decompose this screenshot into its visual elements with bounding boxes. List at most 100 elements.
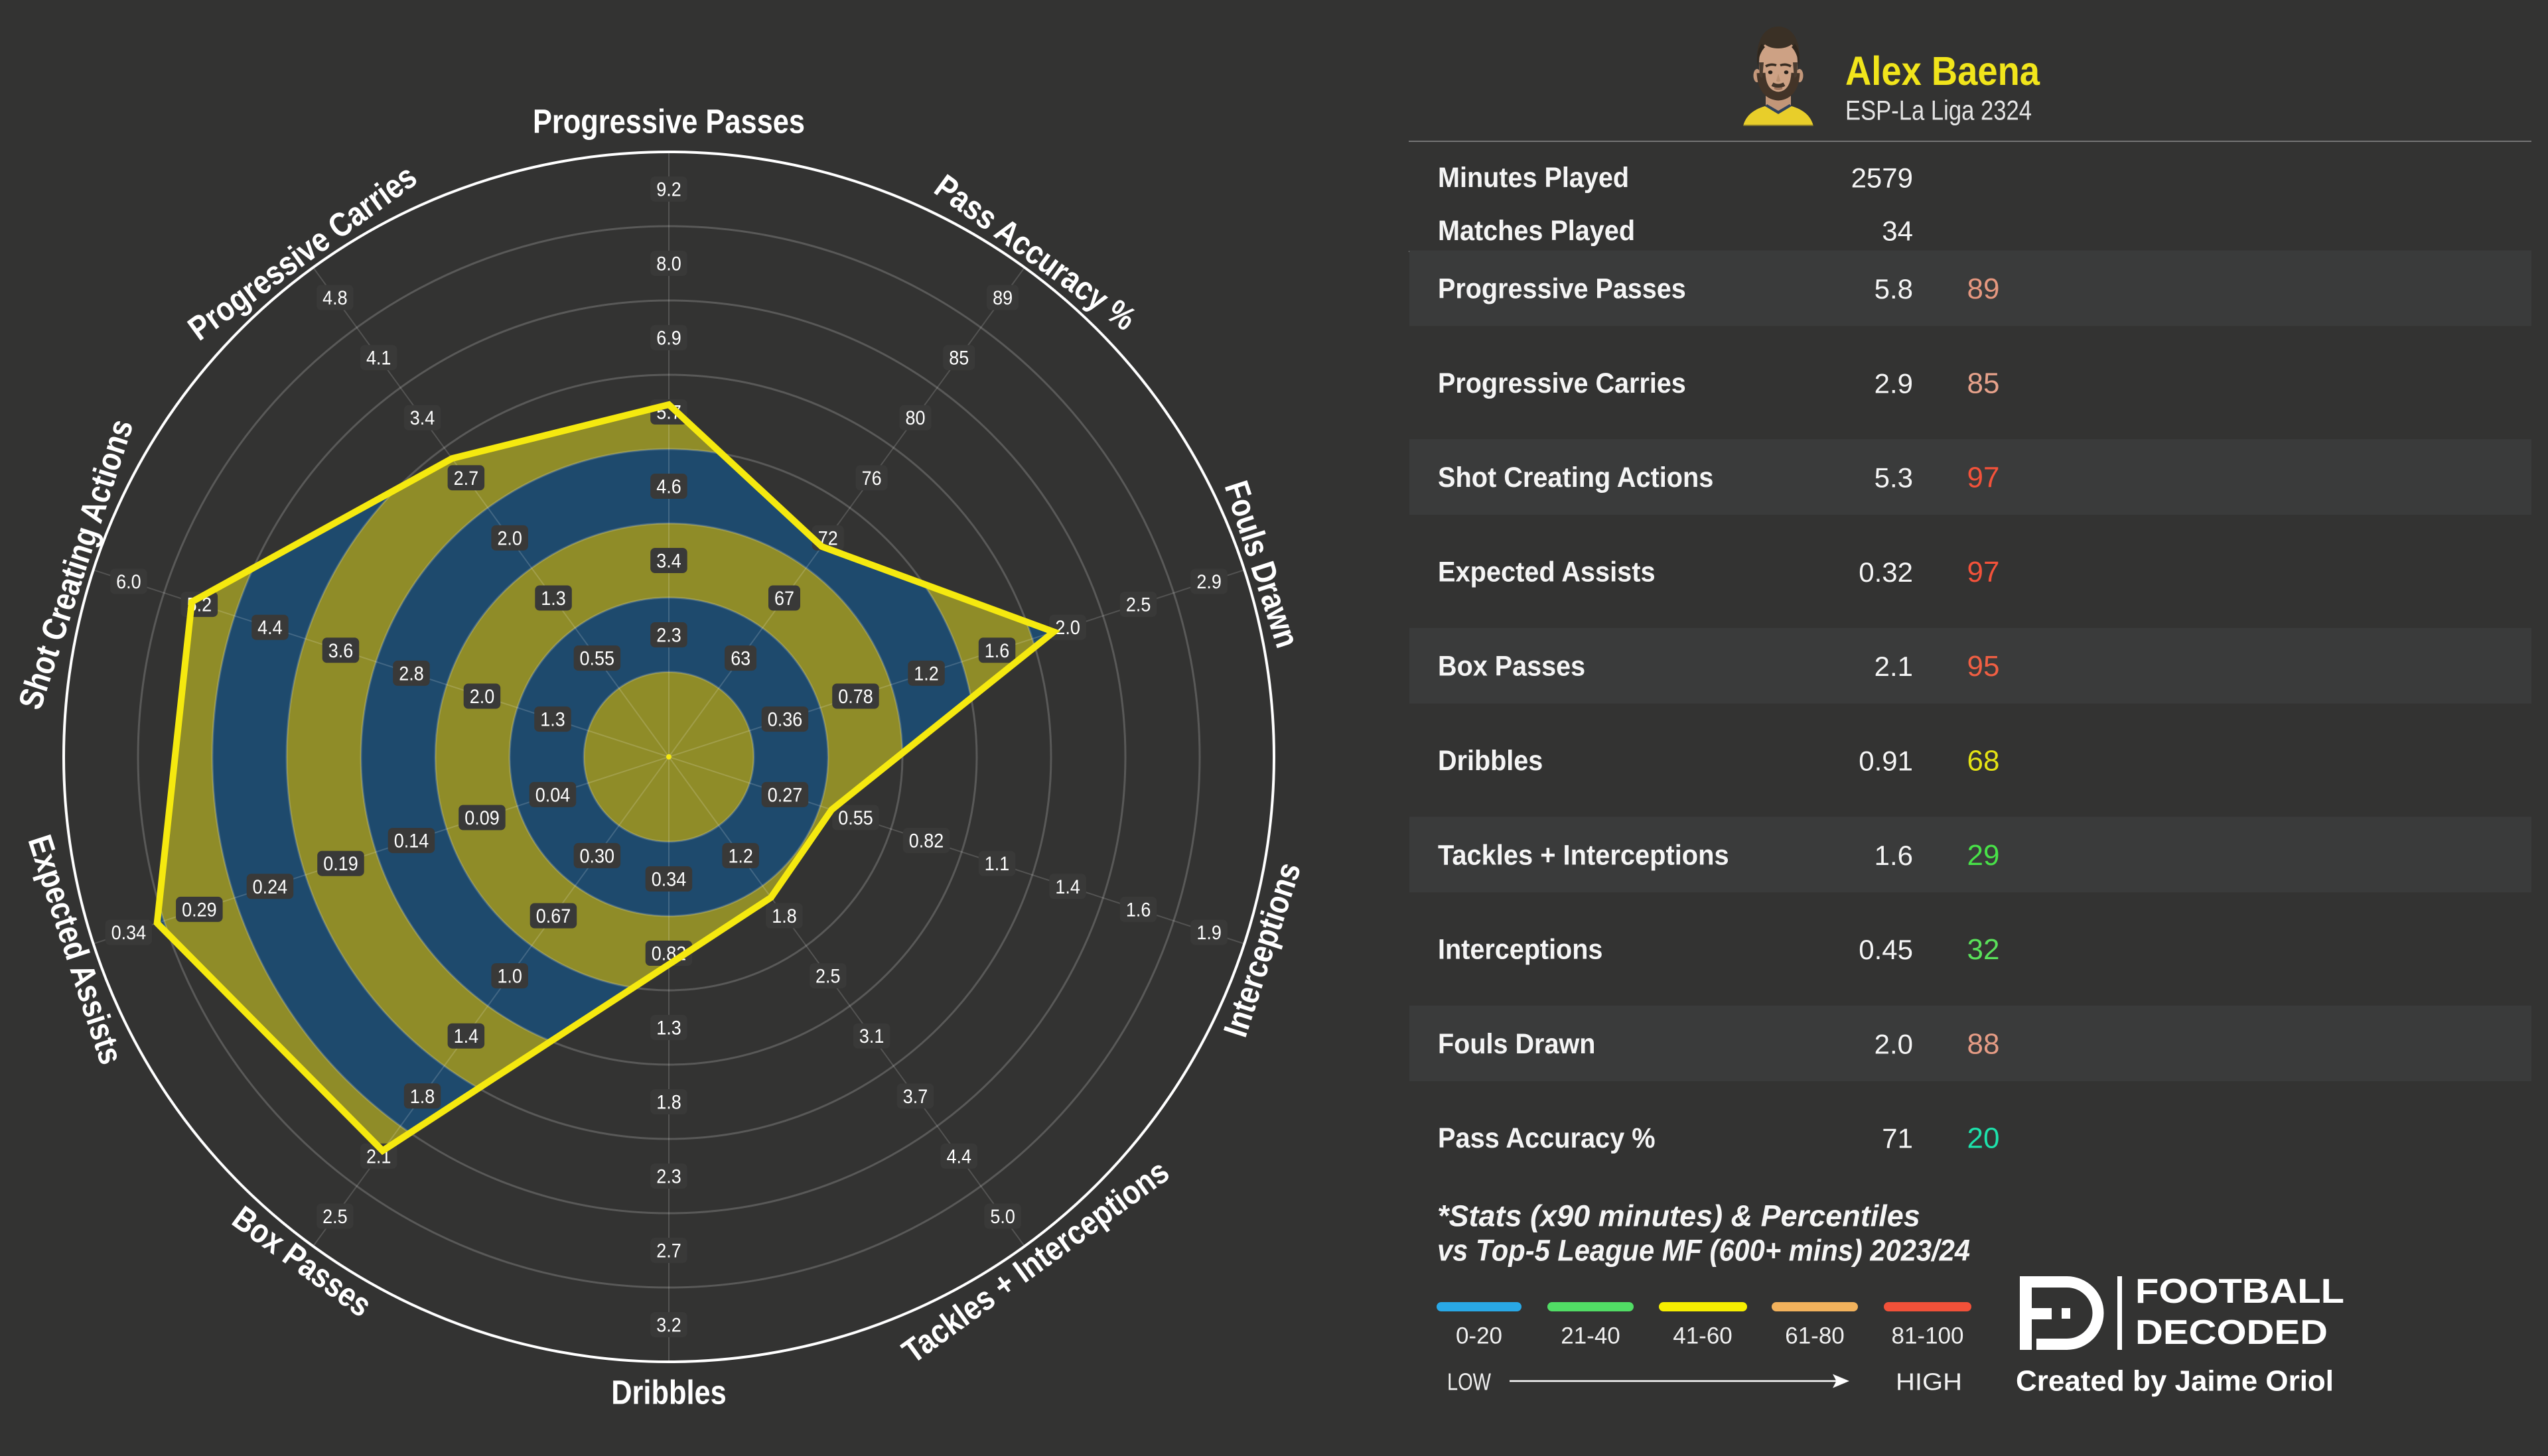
svg-text:0.14: 0.14 [394, 830, 429, 852]
svg-text:41-60: 41-60 [1673, 1323, 1733, 1349]
svg-text:61-80: 61-80 [1785, 1323, 1845, 1349]
svg-text:2.7: 2.7 [454, 468, 479, 490]
svg-text:1.4: 1.4 [454, 1026, 479, 1047]
svg-text:0.78: 0.78 [838, 686, 873, 708]
svg-text:0.91: 0.91 [1859, 746, 1913, 777]
svg-text:95: 95 [1967, 650, 2000, 683]
svg-text:1.8: 1.8 [772, 905, 797, 927]
svg-text:32: 32 [1967, 933, 2000, 966]
svg-text:4.6: 4.6 [656, 476, 681, 498]
svg-text:1.1: 1.1 [985, 853, 1010, 875]
svg-text:1.0: 1.0 [497, 966, 522, 988]
svg-text:2.0: 2.0 [497, 527, 522, 549]
svg-text:2.1: 2.1 [1875, 651, 1913, 682]
svg-text:2.5: 2.5 [322, 1206, 348, 1228]
svg-text:80: 80 [906, 407, 926, 429]
svg-text:FOOTBALL: FOOTBALL [2135, 1272, 2344, 1311]
svg-text:Progressive Carries: Progressive Carries [1438, 367, 1686, 399]
svg-text:5.3: 5.3 [1875, 462, 1913, 494]
svg-text:Fouls Drawn: Fouls Drawn [1438, 1028, 1595, 1060]
svg-text:4.4: 4.4 [947, 1146, 972, 1167]
svg-text:0.36: 0.36 [768, 709, 803, 731]
svg-text:0.27: 0.27 [768, 784, 803, 806]
svg-text:1.2: 1.2 [914, 663, 939, 685]
svg-text:0.04: 0.04 [535, 784, 571, 806]
svg-text:68: 68 [1967, 745, 2000, 777]
svg-text:Shot Creating Actions: Shot Creating Actions [1438, 462, 1713, 494]
svg-text:0.45: 0.45 [1859, 934, 1913, 965]
svg-text:0.30: 0.30 [580, 845, 615, 867]
svg-text:3.1: 3.1 [859, 1026, 885, 1047]
svg-text:1.8: 1.8 [410, 1086, 435, 1108]
svg-text:9.2: 9.2 [656, 179, 681, 201]
svg-text:3.6: 3.6 [328, 640, 354, 662]
svg-text:DECODED: DECODED [2135, 1313, 2328, 1352]
svg-text:Interceptions: Interceptions [1438, 934, 1602, 966]
svg-text:0.09: 0.09 [464, 807, 500, 829]
svg-text:2.5: 2.5 [1126, 594, 1151, 616]
svg-text:2.9: 2.9 [1875, 367, 1913, 399]
svg-text:0.55: 0.55 [838, 807, 873, 829]
svg-text:Pass Accuracy %: Pass Accuracy % [1438, 1122, 1656, 1154]
svg-text:3.4: 3.4 [656, 551, 681, 572]
svg-text:6.0: 6.0 [116, 571, 141, 593]
svg-text:1.6: 1.6 [1126, 899, 1151, 921]
svg-text:1.6: 1.6 [985, 640, 1010, 662]
svg-text:2.0: 2.0 [470, 686, 495, 708]
svg-text:89: 89 [1967, 273, 2000, 305]
svg-text:Created by Jaime Oriol: Created by Jaime Oriol [2016, 1365, 2334, 1398]
svg-text:HIGH: HIGH [1896, 1368, 1962, 1396]
svg-text:Minutes Played: Minutes Played [1438, 162, 1629, 194]
svg-text:71: 71 [1882, 1123, 1913, 1154]
svg-text:Box Passes: Box Passes [1438, 651, 1585, 683]
svg-text:2.3: 2.3 [656, 625, 681, 647]
svg-text:6.9: 6.9 [656, 328, 681, 350]
svg-text:2.0: 2.0 [1055, 617, 1080, 639]
svg-text:3.7: 3.7 [903, 1086, 928, 1108]
svg-text:1.9: 1.9 [1196, 922, 1222, 944]
svg-text:0.34: 0.34 [111, 922, 147, 944]
svg-text:0.34: 0.34 [652, 869, 687, 891]
svg-text:2.3: 2.3 [656, 1166, 681, 1188]
svg-text:vs Top-5 League MF (600+ mins): vs Top-5 League MF (600+ mins) 2023/24 [1437, 1234, 1970, 1268]
svg-text:34: 34 [1882, 216, 1913, 247]
svg-text:1.3: 1.3 [540, 709, 565, 731]
svg-text:76: 76 [862, 468, 882, 490]
svg-text:Dribbles: Dribbles [611, 1374, 727, 1412]
svg-text:1.2: 1.2 [728, 845, 753, 867]
svg-text:Dribbles: Dribbles [1438, 745, 1543, 777]
svg-text:97: 97 [1967, 462, 2000, 494]
svg-text:8.0: 8.0 [656, 253, 681, 275]
svg-text:4.8: 4.8 [322, 287, 348, 309]
svg-text:63: 63 [731, 648, 750, 670]
svg-text:LOW: LOW [1447, 1368, 1491, 1396]
svg-text:1.3: 1.3 [656, 1018, 681, 1039]
svg-text:85: 85 [949, 348, 969, 369]
svg-text:4.4: 4.4 [257, 617, 283, 639]
svg-text:81-100: 81-100 [1892, 1323, 1964, 1349]
svg-text:2579: 2579 [1851, 163, 1913, 194]
svg-text:0.32: 0.32 [1859, 557, 1913, 588]
svg-text:85: 85 [1967, 367, 2000, 399]
svg-text:20: 20 [1967, 1122, 2000, 1155]
svg-text:2.5: 2.5 [815, 966, 841, 988]
svg-text:5.8: 5.8 [1875, 273, 1913, 304]
svg-text:0.24: 0.24 [253, 876, 288, 898]
svg-text:*Stats (x90 minutes) & Percent: *Stats (x90 minutes) & Percentiles [1437, 1199, 1920, 1233]
svg-text:0.82: 0.82 [909, 830, 944, 852]
svg-text:2.0: 2.0 [1875, 1028, 1913, 1059]
svg-text:0.55: 0.55 [580, 648, 615, 670]
svg-text:Expected Assists: Expected Assists [1438, 556, 1656, 588]
svg-text:Progressive Passes: Progressive Passes [533, 103, 805, 141]
svg-text:0.19: 0.19 [323, 853, 358, 875]
svg-text:1.6: 1.6 [1875, 840, 1913, 871]
svg-text:0.29: 0.29 [182, 899, 217, 921]
svg-text:97: 97 [1967, 556, 2000, 588]
svg-text:0-20: 0-20 [1456, 1323, 1502, 1349]
svg-text:0.67: 0.67 [536, 905, 571, 927]
svg-text:1.3: 1.3 [541, 588, 566, 610]
svg-text:2.9: 2.9 [1196, 571, 1222, 593]
svg-text:89: 89 [993, 287, 1013, 309]
svg-text:3.4: 3.4 [410, 407, 435, 429]
svg-text:29: 29 [1967, 839, 2000, 872]
